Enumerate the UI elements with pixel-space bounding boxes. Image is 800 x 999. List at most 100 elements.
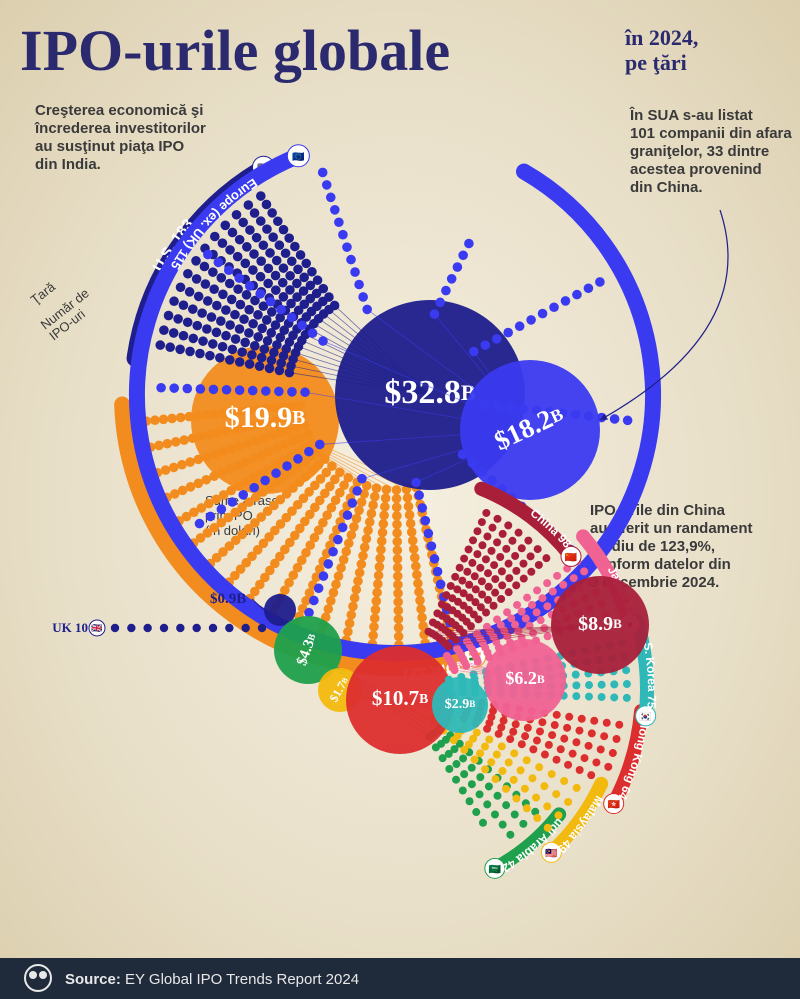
ipo-dot bbox=[150, 415, 160, 425]
ipo-dot bbox=[195, 349, 205, 359]
ipo-dot bbox=[491, 589, 499, 597]
ipo-dot bbox=[216, 316, 226, 326]
ipo-dot bbox=[394, 623, 404, 633]
ipo-dot bbox=[371, 605, 381, 615]
ipo-dot bbox=[481, 743, 489, 751]
ipo-dot bbox=[210, 232, 220, 242]
ipo-dot bbox=[256, 272, 266, 282]
ipo-dot bbox=[549, 587, 557, 595]
ipo-dot bbox=[482, 555, 490, 563]
ipo-dot bbox=[494, 792, 502, 800]
ipo-dot bbox=[333, 535, 343, 545]
ipo-dot bbox=[256, 216, 266, 226]
ipo-dot bbox=[456, 564, 464, 572]
annotation-india: au susţinut piaţa IPO bbox=[35, 138, 185, 155]
ipo-dot bbox=[518, 740, 526, 748]
ipo-dot bbox=[453, 262, 463, 272]
ipo-dot bbox=[557, 745, 565, 753]
ipo-dot bbox=[323, 559, 333, 569]
ipo-dot bbox=[216, 273, 226, 283]
ipo-dot bbox=[206, 512, 216, 522]
ipo-dot bbox=[393, 563, 403, 573]
ipo-dot bbox=[156, 383, 166, 393]
ipo-dot bbox=[460, 746, 468, 754]
flag-icon: 🇪🇺 bbox=[292, 151, 305, 163]
ipo-dot bbox=[373, 579, 383, 589]
ipo-dot bbox=[258, 624, 266, 632]
ipo-dot bbox=[330, 205, 340, 215]
ipo-dot bbox=[299, 273, 309, 283]
flag-icon: 🇭🇰 bbox=[607, 799, 620, 811]
ipo-dot bbox=[222, 385, 232, 395]
ipo-dot bbox=[511, 552, 519, 560]
ipo-dot bbox=[523, 594, 531, 602]
ipo-dot bbox=[610, 680, 618, 688]
ipo-dot bbox=[485, 583, 493, 591]
ipo-dot bbox=[240, 338, 250, 348]
ipo-dot bbox=[585, 693, 593, 701]
ipo-dot bbox=[323, 604, 333, 614]
ipo-dot bbox=[169, 328, 179, 338]
ipo-dot bbox=[543, 602, 551, 610]
ipo-dot bbox=[564, 798, 572, 806]
ipo-dot bbox=[483, 725, 491, 733]
ipo-dot bbox=[369, 622, 379, 632]
ipo-dot bbox=[483, 532, 491, 540]
ipo-dot bbox=[513, 601, 521, 609]
ipo-dot bbox=[209, 385, 219, 395]
ipo-dot bbox=[278, 278, 288, 288]
ipo-dot bbox=[255, 361, 265, 371]
ipo-dot bbox=[508, 537, 516, 545]
ipo-dot bbox=[553, 572, 561, 580]
ipo-dot bbox=[499, 530, 507, 538]
ipo-dot bbox=[534, 545, 542, 553]
ipo-dot bbox=[430, 554, 440, 564]
ipo-dot bbox=[584, 283, 594, 293]
ipo-dot bbox=[338, 230, 348, 240]
ipo-dot bbox=[244, 200, 254, 210]
ipo-dot bbox=[274, 387, 284, 397]
ipo-dot bbox=[441, 286, 451, 296]
ipo-dot bbox=[610, 414, 620, 424]
ipo-dot bbox=[300, 387, 310, 397]
ipo-dot bbox=[413, 579, 423, 589]
ipo-dot bbox=[307, 267, 317, 277]
ipo-dot bbox=[533, 737, 541, 745]
ipo-dot bbox=[276, 305, 286, 315]
ipo-dot bbox=[227, 295, 237, 305]
ipo-dot bbox=[560, 777, 568, 785]
ipo-dot bbox=[505, 758, 513, 766]
ipo-dot bbox=[447, 274, 457, 284]
ipo-dot bbox=[360, 542, 370, 552]
ipo-dot bbox=[490, 602, 498, 610]
ipo-dot bbox=[493, 751, 501, 759]
ipo-dot bbox=[561, 296, 571, 306]
ipo-dot bbox=[452, 636, 460, 644]
annotation-us: din China. bbox=[630, 179, 703, 196]
ipo-dot bbox=[209, 624, 217, 632]
ipo-dot bbox=[468, 764, 476, 772]
ipo-dot bbox=[212, 328, 222, 338]
ipo-dot bbox=[245, 359, 255, 369]
ipo-dot bbox=[460, 770, 468, 778]
ipo-dot bbox=[268, 232, 278, 242]
ipo-dot bbox=[433, 567, 443, 577]
ipo-dot bbox=[495, 730, 503, 738]
ipo-dot bbox=[225, 245, 235, 255]
ipo-dot bbox=[485, 735, 493, 743]
ipo-dot bbox=[176, 282, 186, 292]
ipo-dot bbox=[480, 340, 490, 350]
ipo-dot bbox=[410, 553, 420, 563]
ipo-dot bbox=[160, 624, 168, 632]
ipo-dot bbox=[194, 292, 204, 302]
ipo-dot bbox=[381, 493, 391, 503]
ipo-dot bbox=[572, 290, 582, 300]
ipo-dot bbox=[533, 814, 541, 822]
ipo-dot bbox=[479, 819, 487, 827]
ipo-dot bbox=[535, 561, 543, 569]
ipo-dot bbox=[233, 252, 243, 262]
ipo-dot bbox=[331, 580, 341, 590]
ipo-dot bbox=[496, 553, 504, 561]
ipo-dot bbox=[267, 307, 277, 317]
ipo-dot bbox=[452, 760, 460, 768]
